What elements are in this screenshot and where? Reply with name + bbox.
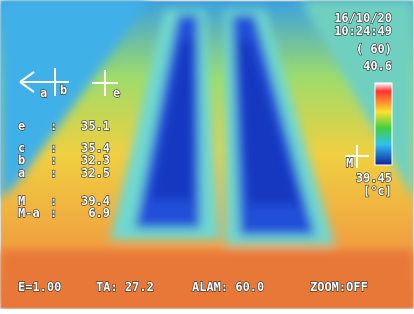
cursor-label: e xyxy=(113,86,120,100)
reading-sep: : xyxy=(50,153,57,167)
reading-value: 35.1 xyxy=(81,119,110,133)
reading-value: 32.3 xyxy=(81,153,110,167)
footer-item: E=1.00 xyxy=(18,280,61,294)
reading-label: b xyxy=(18,153,25,167)
reading-value: 32.5 xyxy=(81,166,110,180)
reading-value: 6.9 xyxy=(88,206,110,220)
unit: [°c] xyxy=(363,184,392,198)
date: 16/10/20 xyxy=(334,11,392,25)
footer-item: ZOOM:OFF xyxy=(310,280,368,294)
cursor-label: b xyxy=(60,83,67,97)
reading-sep: : xyxy=(50,166,57,180)
reading-sep: : xyxy=(50,119,57,133)
scale-max: 40.6 xyxy=(363,59,392,73)
cursor-label: M xyxy=(346,156,353,170)
time: 10:24:49 xyxy=(334,24,392,38)
reading-label: M-a xyxy=(18,206,40,220)
thermal-screen: a b e M 16/10/20 10:24:49 ( 60) 40.6 39.… xyxy=(0,0,414,309)
alarm: ( 60) xyxy=(356,42,392,56)
color-scale xyxy=(375,83,392,165)
cursor-label: a xyxy=(40,86,47,100)
reading-label: a xyxy=(18,166,25,180)
footer-item: ALAM: 60.0 xyxy=(192,280,264,294)
footer-item: TA: 27.2 xyxy=(96,280,154,294)
scale-min: 39.45 xyxy=(356,171,392,185)
reading-label: e xyxy=(18,119,25,133)
reading-sep: : xyxy=(50,206,57,220)
